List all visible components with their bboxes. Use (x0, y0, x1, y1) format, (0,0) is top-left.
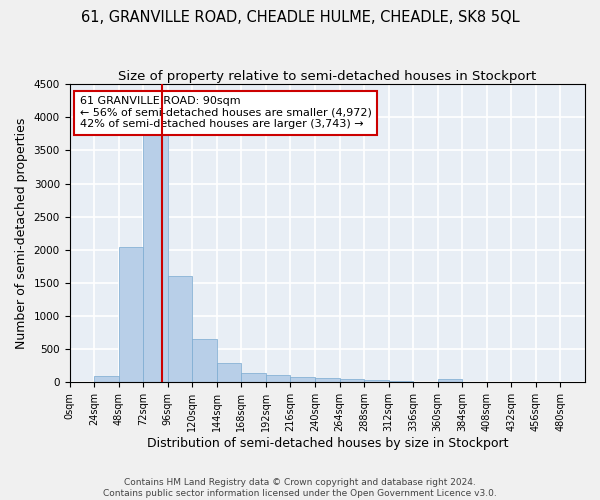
Text: 61, GRANVILLE ROAD, CHEADLE HULME, CHEADLE, SK8 5QL: 61, GRANVILLE ROAD, CHEADLE HULME, CHEAD… (80, 10, 520, 25)
Bar (340, 380, 364, 382)
Bar (94, 376, 119, 382)
Bar (143, 134, 168, 382)
Bar (389, 381, 413, 382)
Bar (192, 340, 217, 382)
Title: Size of property relative to semi-detached houses in Stockport: Size of property relative to semi-detach… (118, 70, 536, 83)
Y-axis label: Number of semi-detached properties: Number of semi-detached properties (15, 118, 28, 349)
Bar (241, 372, 266, 382)
Bar (315, 378, 340, 382)
Bar (266, 375, 290, 382)
Bar (364, 380, 389, 382)
Bar (290, 376, 315, 382)
Bar (168, 276, 192, 382)
Text: Contains HM Land Registry data © Crown copyright and database right 2024.
Contai: Contains HM Land Registry data © Crown c… (103, 478, 497, 498)
Bar (119, 246, 143, 382)
Bar (438, 379, 462, 382)
Text: 61 GRANVILLE ROAD: 90sqm
← 56% of semi-detached houses are smaller (4,972)
42% o: 61 GRANVILLE ROAD: 90sqm ← 56% of semi-d… (80, 96, 372, 130)
Bar (217, 363, 241, 382)
X-axis label: Distribution of semi-detached houses by size in Stockport: Distribution of semi-detached houses by … (146, 437, 508, 450)
